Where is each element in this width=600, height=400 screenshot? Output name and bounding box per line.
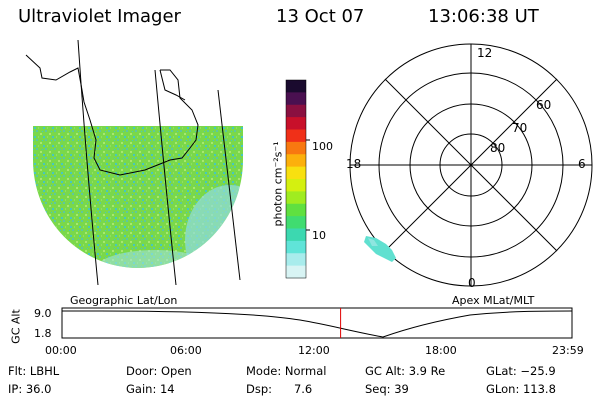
colorbar-swatch bbox=[286, 203, 306, 217]
colorbar bbox=[285, 79, 310, 279]
colorbar-swatch bbox=[286, 154, 306, 168]
colorbar-swatch bbox=[286, 191, 306, 205]
colorbar-swatch bbox=[286, 141, 306, 155]
colorbar-tick-100: 100 bbox=[312, 140, 333, 153]
mlt-label-right: 6 bbox=[578, 157, 586, 171]
info-mode: Mode: Normal bbox=[246, 364, 327, 378]
mlt-label-top: 12 bbox=[477, 46, 493, 60]
altitude-curve bbox=[62, 310, 573, 338]
info-seq: Seq: 39 bbox=[365, 382, 409, 396]
colorbar-swatch bbox=[286, 117, 306, 130]
colorbar-swatch bbox=[286, 129, 306, 143]
longitude-line bbox=[217, 89, 241, 281]
polar-panel-label: Apex MLat/MLT bbox=[452, 294, 535, 307]
colorbar-swatch bbox=[286, 216, 306, 229]
geographic-panel-label: Geographic Lat/Lon bbox=[70, 294, 178, 307]
geographic-image-panel bbox=[25, 40, 243, 286]
altitude-ytick-high: 9.0 bbox=[34, 307, 52, 320]
lat-label-80: 80 bbox=[490, 141, 506, 155]
observation-time: 13:06:38 UT bbox=[428, 6, 539, 27]
colorbar-swatch bbox=[286, 228, 306, 242]
colorbar-swatch bbox=[286, 166, 306, 180]
colorbar-label: photon cm⁻²s⁻¹ bbox=[271, 141, 285, 227]
colorbar-swatch bbox=[286, 240, 306, 254]
colorbar-swatch bbox=[286, 104, 306, 118]
altitude-timeline-plot bbox=[61, 307, 573, 339]
time-tick-2359: 23:59 bbox=[552, 344, 584, 357]
app-title: Ultraviolet Imager bbox=[18, 6, 181, 27]
longitude-line bbox=[77, 40, 99, 286]
time-tick-1200: 12:00 bbox=[298, 344, 330, 357]
info-glon: GLon: 113.8 bbox=[486, 382, 556, 396]
polar-mlat-mlt-panel bbox=[349, 43, 593, 287]
observation-date: 13 Oct 07 bbox=[276, 6, 365, 27]
colorbar-swatch bbox=[286, 80, 306, 93]
altitude-ytick-low: 1.8 bbox=[34, 327, 52, 340]
lat-label-70: 70 bbox=[512, 121, 528, 135]
time-tick-1800: 18:00 bbox=[425, 344, 457, 357]
lat-label-60: 60 bbox=[536, 98, 552, 112]
info-door: Door: Open bbox=[126, 364, 192, 378]
colorbar-swatch bbox=[286, 265, 306, 279]
altitude-ylabel: GC Alt bbox=[9, 309, 23, 344]
info-gc-alt: GC Alt: 3.9 Re bbox=[365, 364, 446, 378]
mlt-label-left: 18 bbox=[346, 157, 362, 171]
polar-emission-patch bbox=[364, 236, 396, 262]
colorbar-tick-10: 10 bbox=[312, 229, 326, 242]
info-ip: IP: 36.0 bbox=[8, 382, 52, 396]
colorbar-swatch bbox=[286, 253, 306, 267]
info-filter: Flt: LBHL bbox=[8, 364, 60, 378]
time-tick-0600: 06:00 bbox=[170, 344, 202, 357]
colorbar-swatch bbox=[286, 92, 306, 106]
info-gain: Gain: 14 bbox=[126, 382, 175, 396]
aurora-emission-image bbox=[33, 126, 243, 268]
mlt-label-bottom: 0 bbox=[468, 276, 476, 290]
longitude-line bbox=[154, 69, 177, 286]
info-glat: GLat: −25.9 bbox=[486, 364, 556, 378]
mlt-diagonal-2 bbox=[384, 78, 558, 252]
colorbar-swatch bbox=[286, 179, 306, 192]
coastline bbox=[25, 54, 199, 176]
info-dsp: Dsp: 7.6 bbox=[246, 382, 313, 396]
time-tick-0000: 00:00 bbox=[45, 344, 77, 357]
